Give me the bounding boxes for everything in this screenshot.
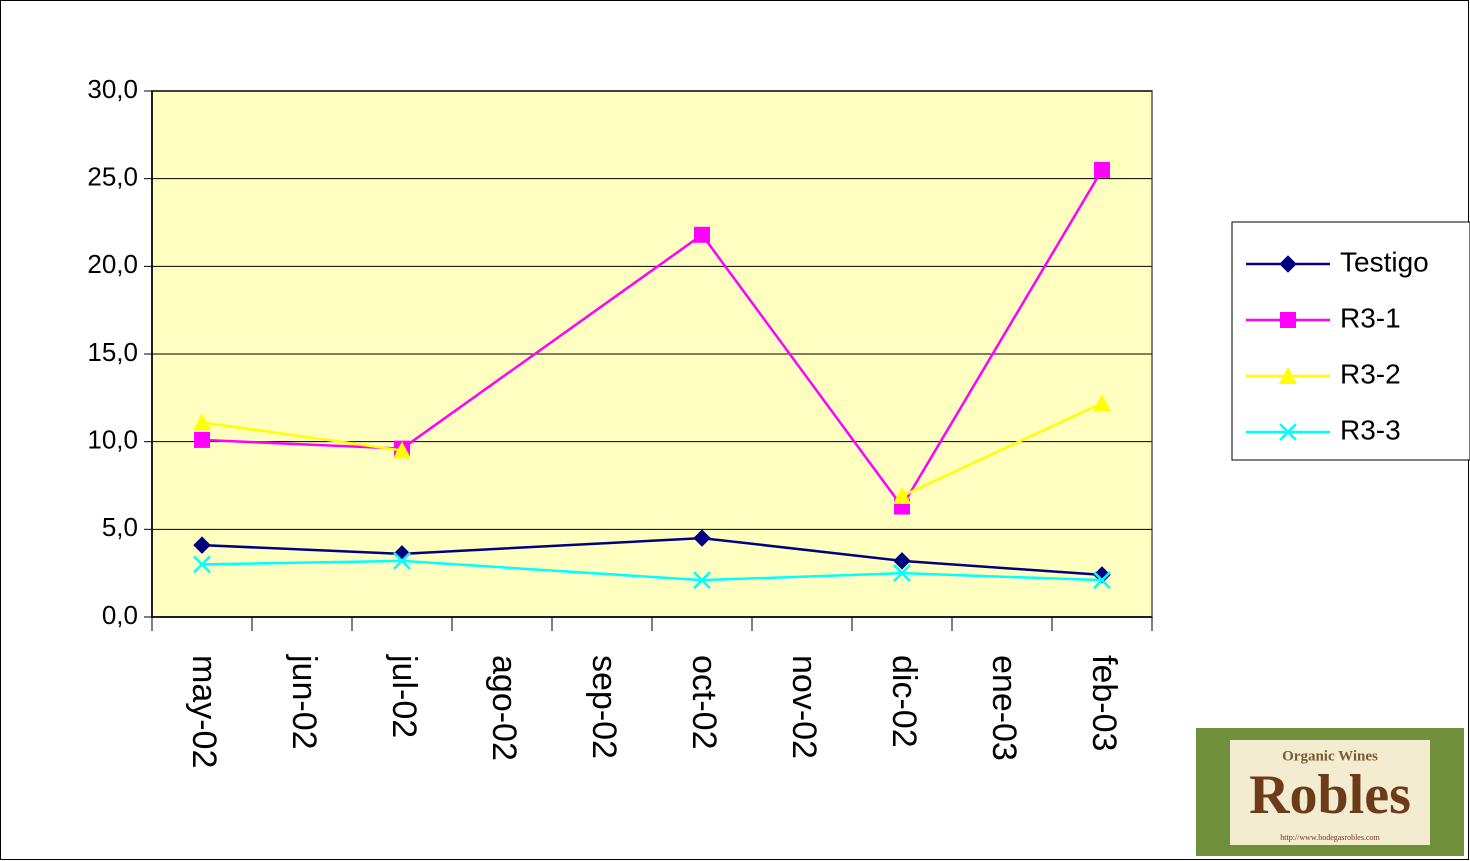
marker bbox=[393, 552, 411, 570]
series-line bbox=[201, 421, 403, 452]
marker bbox=[693, 571, 711, 590]
logo: Organic Wines Robles http://www.bodegasr… bbox=[1196, 728, 1464, 856]
marker bbox=[1094, 161, 1110, 178]
y-tick-label: 20,0 bbox=[87, 249, 138, 279]
y-tick-label: 30,0 bbox=[87, 74, 138, 104]
x-tick-label: jul-02 bbox=[385, 654, 423, 738]
x-tick-label: jun-02 bbox=[285, 654, 323, 750]
legend-label: R3-3 bbox=[1340, 414, 1401, 445]
x-tick-label: may-02 bbox=[185, 655, 223, 768]
marker bbox=[193, 536, 211, 554]
marker bbox=[1093, 571, 1111, 590]
logo-tagline: Organic Wines bbox=[1282, 748, 1378, 764]
y-tick-label: 25,0 bbox=[87, 162, 138, 192]
marker bbox=[893, 564, 911, 583]
legend-label: R3-2 bbox=[1340, 358, 1401, 389]
legend-marker bbox=[1280, 312, 1296, 328]
marker bbox=[393, 441, 411, 459]
legend-box bbox=[1231, 221, 1470, 461]
marker bbox=[694, 226, 710, 243]
marker bbox=[193, 555, 211, 574]
x-tick-label: feb-03 bbox=[1085, 655, 1123, 751]
legend-marker bbox=[1279, 367, 1297, 384]
x-tick-label: dic-02 bbox=[885, 655, 923, 748]
x-tick-label: oct-02 bbox=[685, 655, 723, 750]
x-tick-label: nov-02 bbox=[785, 655, 823, 759]
legend-label: R3-1 bbox=[1340, 302, 1401, 333]
y-tick-label: 15,0 bbox=[87, 337, 138, 367]
marker bbox=[1093, 394, 1111, 412]
marker bbox=[893, 487, 911, 505]
marker bbox=[193, 413, 211, 431]
legend-label: Testigo bbox=[1340, 246, 1429, 277]
legend-marker bbox=[1279, 423, 1297, 441]
x-tick-label: ene-03 bbox=[985, 655, 1023, 761]
y-tick-label: 10,0 bbox=[87, 425, 138, 455]
y-tick-label: 0,0 bbox=[102, 600, 138, 630]
marker bbox=[693, 529, 711, 547]
series-line bbox=[901, 401, 1103, 498]
marker bbox=[893, 552, 911, 570]
x-tick-label: sep-02 bbox=[585, 655, 623, 759]
logo-name: Robles bbox=[1249, 764, 1411, 826]
marker bbox=[194, 431, 210, 448]
logo-url: http://www.bodegasrobles.com bbox=[1280, 833, 1380, 842]
x-tick-label: ago-02 bbox=[485, 655, 523, 761]
legend-marker bbox=[1279, 255, 1297, 273]
logo-panel bbox=[1230, 740, 1430, 845]
y-tick-label: 5,0 bbox=[102, 512, 138, 542]
